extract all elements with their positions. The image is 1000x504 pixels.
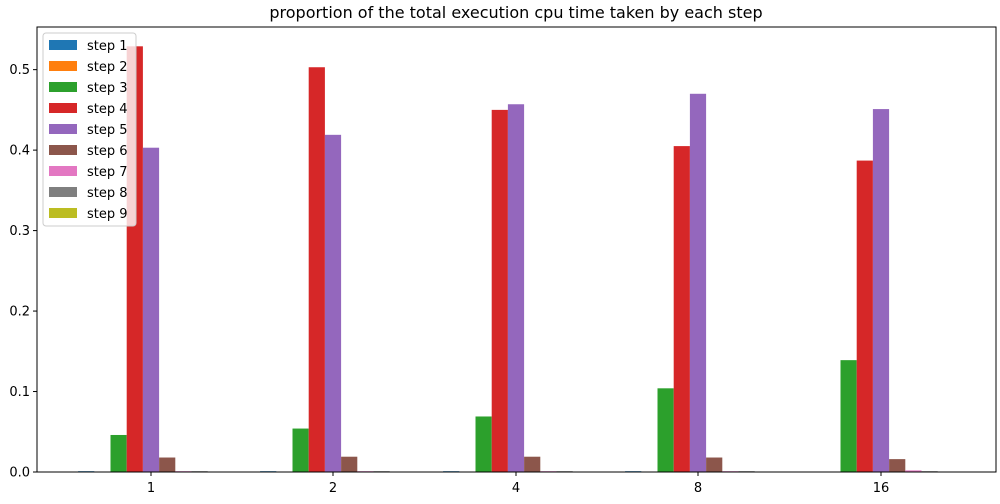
x-tick-label: 16 — [873, 481, 890, 496]
bar-step-3-cat-2 — [292, 428, 309, 472]
y-tick-label: 0.2 — [9, 305, 30, 320]
bar-step-3-cat-4 — [475, 416, 492, 472]
bar-step-4-cat-4 — [491, 109, 508, 472]
y-axis: 0.0 0.1 0.2 0.3 0.4 0.5 — [9, 63, 37, 481]
bar-step-5-cat-2 — [324, 134, 342, 472]
legend-label: step 2 — [87, 60, 128, 75]
legend-swatch — [49, 40, 77, 50]
bar-step-5-cat-1 — [142, 147, 160, 472]
bar-step-5-cat-4 — [507, 104, 525, 472]
bar-step-4-cat-16 — [856, 160, 873, 472]
legend-label: step 8 — [87, 186, 128, 201]
bar-step-6-cat-1 — [159, 457, 176, 472]
legend-label: step 1 — [87, 39, 128, 54]
bar-step-3-cat-1 — [110, 434, 127, 472]
legend-label: step 4 — [87, 102, 128, 117]
legend-label: step 9 — [87, 207, 128, 222]
bar-step-5-cat-16 — [872, 109, 890, 472]
x-tick-label: 2 — [329, 481, 337, 496]
bar-step-3-cat-8 — [657, 388, 674, 472]
legend-swatch — [49, 166, 77, 176]
legend-swatch — [49, 187, 77, 197]
legend-label: step 6 — [87, 144, 128, 159]
y-tick-label: 0.1 — [9, 385, 30, 400]
bar-step-3-cat-16 — [840, 360, 857, 472]
legend-swatch — [49, 61, 77, 71]
legend-box — [42, 32, 137, 227]
legend-swatch — [49, 103, 77, 113]
bar-step-6-cat-8 — [706, 457, 723, 472]
x-tick-label: 4 — [512, 481, 520, 496]
y-tick-label: 0.4 — [9, 144, 30, 159]
bar-step-6-cat-4 — [524, 456, 541, 472]
y-tick-label: 0.3 — [9, 224, 30, 239]
legend-label: step 3 — [87, 81, 128, 96]
legend-swatch — [49, 208, 77, 218]
bar-step-4-cat-8 — [673, 146, 690, 472]
bar-step-5-cat-8 — [689, 93, 707, 472]
bar-step-6-cat-2 — [341, 456, 358, 472]
bars-group — [78, 46, 938, 473]
legend: step 1 step 2 step 3 step 4 step 5 step 6 step… — [42, 32, 137, 227]
x-tick-label: 8 — [694, 481, 702, 496]
bar-step-6-cat-16 — [889, 459, 906, 472]
legend-label: step 7 — [87, 165, 128, 180]
legend-swatch — [49, 124, 77, 134]
y-tick-label: 0.0 — [9, 466, 30, 481]
chart-title: proportion of the total execution cpu ti… — [269, 3, 762, 22]
legend-swatch — [49, 145, 77, 155]
legend-swatch — [49, 82, 77, 92]
x-axis: 1 2 4 8 16 — [147, 472, 889, 496]
y-tick-label: 0.5 — [9, 63, 30, 78]
bar-step-7-cat-16 — [905, 470, 922, 472]
bar-step-4-cat-2 — [308, 67, 325, 473]
x-tick-label: 1 — [147, 481, 155, 496]
legend-label: step 5 — [87, 123, 128, 138]
